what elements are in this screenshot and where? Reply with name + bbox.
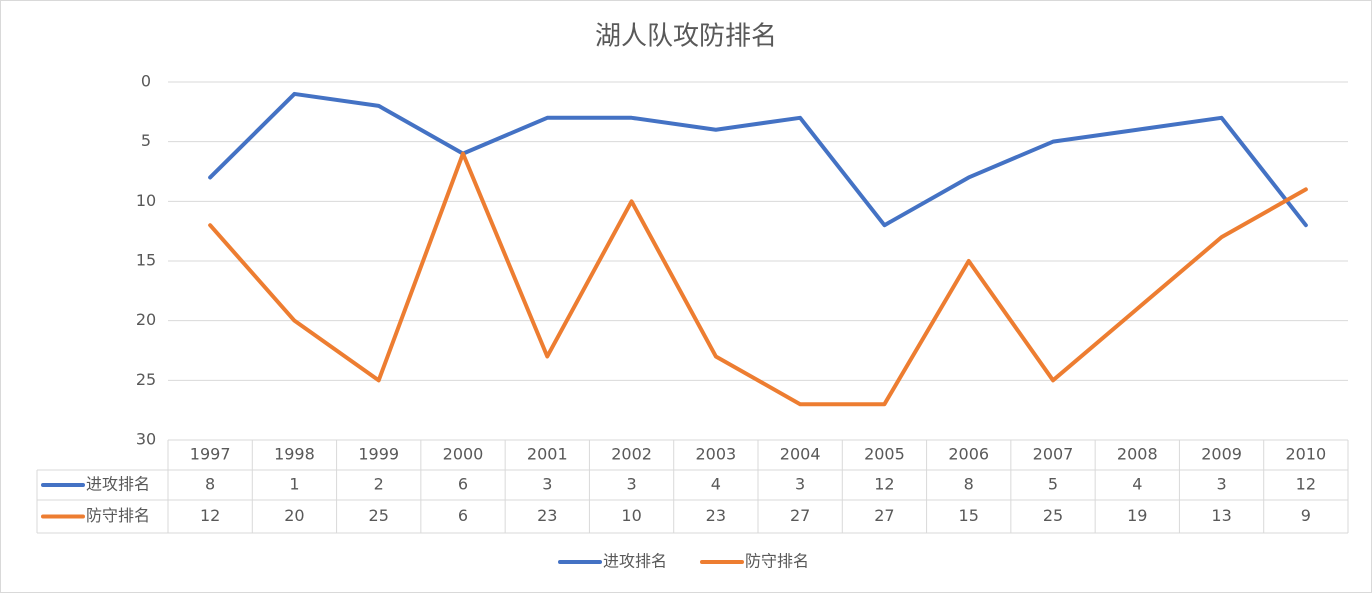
table-cell: 23	[537, 506, 557, 525]
table-cell: 12	[1296, 475, 1316, 494]
x-tick-label: 2000	[443, 445, 484, 464]
table-cell: 20	[284, 506, 304, 525]
table-row-label: 防守排名	[86, 506, 150, 525]
x-tick-label: 2006	[948, 445, 989, 464]
table-cell: 15	[959, 506, 979, 525]
x-tick-label: 2007	[1033, 445, 1074, 464]
table-cell: 3	[1216, 475, 1226, 494]
x-tick-label: 2008	[1117, 445, 1158, 464]
y-tick-label: 30	[136, 430, 156, 449]
table-cell: 4	[711, 475, 721, 494]
table-cell: 12	[874, 475, 894, 494]
table-cell: 3	[542, 475, 552, 494]
table-row-label: 进攻排名	[86, 475, 150, 494]
table-cell: 6	[458, 475, 468, 494]
table-cell: 2	[374, 475, 384, 494]
table-cell: 19	[1127, 506, 1147, 525]
table-cell: 4	[1132, 475, 1142, 494]
table-cell: 1	[289, 475, 299, 494]
x-tick-label: 2002	[611, 445, 652, 464]
y-tick-label: 0	[141, 72, 151, 91]
table-cell: 8	[964, 475, 974, 494]
table-cell: 10	[621, 506, 641, 525]
x-tick-label: 2003	[695, 445, 736, 464]
table-cell: 6	[458, 506, 468, 525]
y-tick-label: 25	[136, 370, 156, 389]
data-line	[208, 91, 1308, 228]
table-cell: 27	[874, 506, 894, 525]
table-cell: 25	[369, 506, 389, 525]
x-tick-label: 2009	[1201, 445, 1242, 464]
y-tick-label: 10	[136, 191, 156, 210]
table-cell: 13	[1211, 506, 1231, 525]
table-cell: 23	[706, 506, 726, 525]
x-tick-label: 2004	[780, 445, 821, 464]
y-tick-label: 15	[136, 251, 156, 270]
x-tick-label: 2010	[1285, 445, 1326, 464]
x-tick-label: 2001	[527, 445, 568, 464]
x-tick-label: 1997	[190, 445, 231, 464]
chart-title: 湖人队攻防排名	[595, 22, 777, 52]
x-tick-label: 1998	[274, 445, 315, 464]
x-tick-label: 1999	[358, 445, 399, 464]
table-cell: 25	[1043, 506, 1063, 525]
legend-label: 防守排名	[745, 552, 809, 571]
table-cell: 3	[795, 475, 805, 494]
x-tick-label: 2005	[864, 445, 905, 464]
y-tick-label: 5	[141, 131, 151, 150]
y-tick-label: 20	[136, 310, 156, 329]
table-cell: 3	[626, 475, 636, 494]
data-line	[208, 151, 1308, 407]
table-cell: 8	[205, 475, 215, 494]
table-cell: 9	[1301, 506, 1311, 525]
legend-label: 进攻排名	[603, 552, 667, 571]
table-cell: 27	[790, 506, 810, 525]
table-cell: 5	[1048, 475, 1058, 494]
table-cell: 12	[200, 506, 220, 525]
